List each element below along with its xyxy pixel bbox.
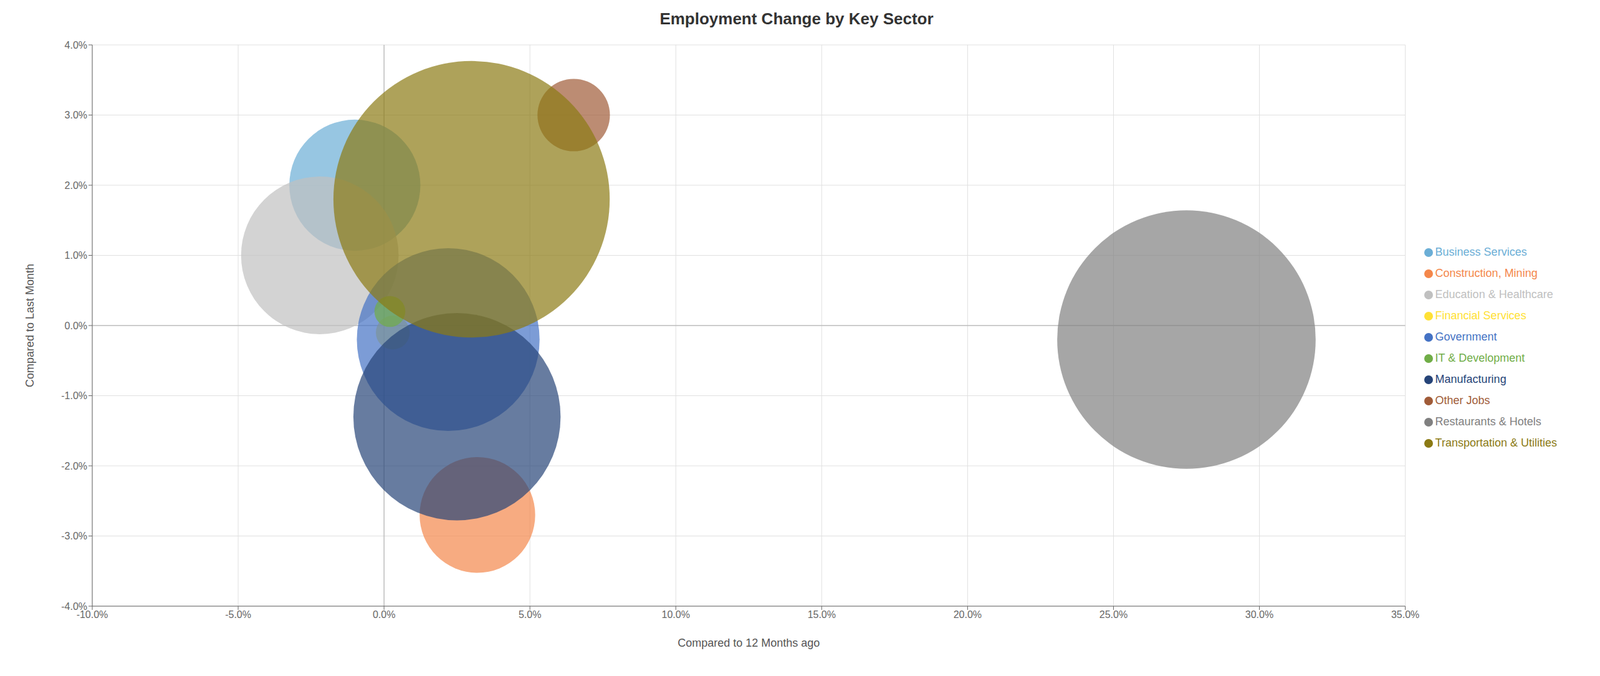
svg-text:5.0%: 5.0% <box>518 608 542 620</box>
svg-text:-10.0%: -10.0% <box>76 609 109 620</box>
html-text:Government: Government <box>1435 330 1497 343</box>
svg-text:15.0%: 15.0% <box>807 608 836 620</box>
html-text:Transportation & Utilities: Transportation & Utilities <box>1435 436 1557 449</box>
html-text:Restaurants & Hotels: Restaurants & Hotels <box>1435 415 1542 428</box>
html-text:Other Jobs: Other Jobs <box>1435 393 1491 407</box>
svg-text:-4.0%: -4.0% <box>61 600 88 612</box>
svg-text:-1.0%: -1.0% <box>61 390 88 401</box>
svg-text:3.0%: 3.0% <box>64 109 88 121</box>
html-text:Employment Change by Key Secto: Employment Change by Key Sector <box>659 9 934 29</box>
svg-text:1.0%: 1.0% <box>64 249 88 261</box>
html-text:Education & Healthcare: Education & Healthcare <box>1435 287 1554 301</box>
svg-text:35.0%: 35.0% <box>1391 608 1420 620</box>
svg-text:2.0%: 2.0% <box>64 180 88 191</box>
svg-text:Compared to Last Month: Compared to Last Month <box>23 263 37 388</box>
svg-text:Compared to 12 Months ago: Compared to 12 Months ago <box>677 636 820 649</box>
svg-text:-3.0%: -3.0% <box>61 530 88 542</box>
svg-text:30.0%: 30.0% <box>1245 608 1274 620</box>
svg-text:20.0%: 20.0% <box>953 608 982 620</box>
html-text:Financial Services: Financial Services <box>1435 309 1527 322</box>
svg-text:-2.0%: -2.0% <box>61 460 88 472</box>
svg-text:4.0%: 4.0% <box>64 39 88 51</box>
svg-text:10.0%: 10.0% <box>661 608 690 620</box>
html-text:IT & Development: IT & Development <box>1435 351 1525 365</box>
svg-text:-5.0%: -5.0% <box>225 608 252 620</box>
svg-text:0.0%: 0.0% <box>372 608 396 620</box>
svg-text:25.0%: 25.0% <box>1099 608 1128 620</box>
html-text:Manufacturing: Manufacturing <box>1435 372 1507 386</box>
html-text:Business Services: Business Services <box>1435 245 1527 259</box>
svg-text:0.0%: 0.0% <box>64 320 88 331</box>
html-text:Construction, Mining: Construction, Mining <box>1435 266 1538 280</box>
